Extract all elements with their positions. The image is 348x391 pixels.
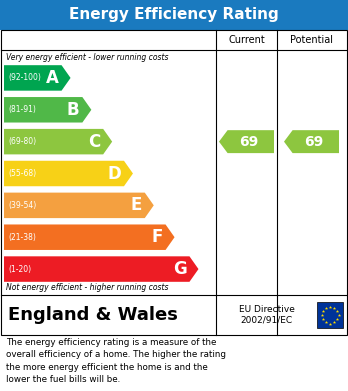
Text: EU Directive
2002/91/EC: EU Directive 2002/91/EC (239, 305, 294, 325)
Text: Energy Efficiency Rating: Energy Efficiency Rating (69, 7, 279, 23)
Text: (81-91): (81-91) (8, 105, 36, 114)
Text: D: D (107, 165, 121, 183)
Text: (1-20): (1-20) (8, 265, 31, 274)
Bar (0, 0, 348, 30)
Bar (317, 302, 343, 328)
Polygon shape (4, 256, 198, 282)
Text: England & Wales: England & Wales (8, 306, 178, 324)
Text: (92-100): (92-100) (8, 74, 41, 83)
Polygon shape (284, 130, 339, 153)
Polygon shape (4, 129, 112, 154)
Text: A: A (46, 69, 58, 87)
Text: Not energy efficient - higher running costs: Not energy efficient - higher running co… (6, 283, 168, 292)
Text: (39-54): (39-54) (8, 201, 36, 210)
Text: Very energy efficient - lower running costs: Very energy efficient - lower running co… (6, 53, 168, 62)
Polygon shape (219, 130, 274, 153)
Text: (21-38): (21-38) (8, 233, 36, 242)
Text: The energy efficiency rating is a measure of the
overall efficiency of a home. T: The energy efficiency rating is a measur… (6, 338, 226, 384)
Polygon shape (4, 65, 71, 91)
Text: C: C (88, 133, 100, 151)
Polygon shape (4, 161, 133, 186)
Bar (1, 30, 347, 335)
Text: Current: Current (228, 35, 265, 45)
Text: E: E (130, 196, 142, 214)
Text: Potential: Potential (290, 35, 333, 45)
Polygon shape (4, 193, 154, 218)
Text: B: B (67, 101, 79, 119)
Text: F: F (151, 228, 163, 246)
Text: 69: 69 (304, 135, 323, 149)
Text: 69: 69 (239, 135, 258, 149)
Polygon shape (4, 97, 92, 122)
Text: G: G (173, 260, 187, 278)
Text: (55-68): (55-68) (8, 169, 36, 178)
Polygon shape (4, 224, 175, 250)
Text: (69-80): (69-80) (8, 137, 36, 146)
